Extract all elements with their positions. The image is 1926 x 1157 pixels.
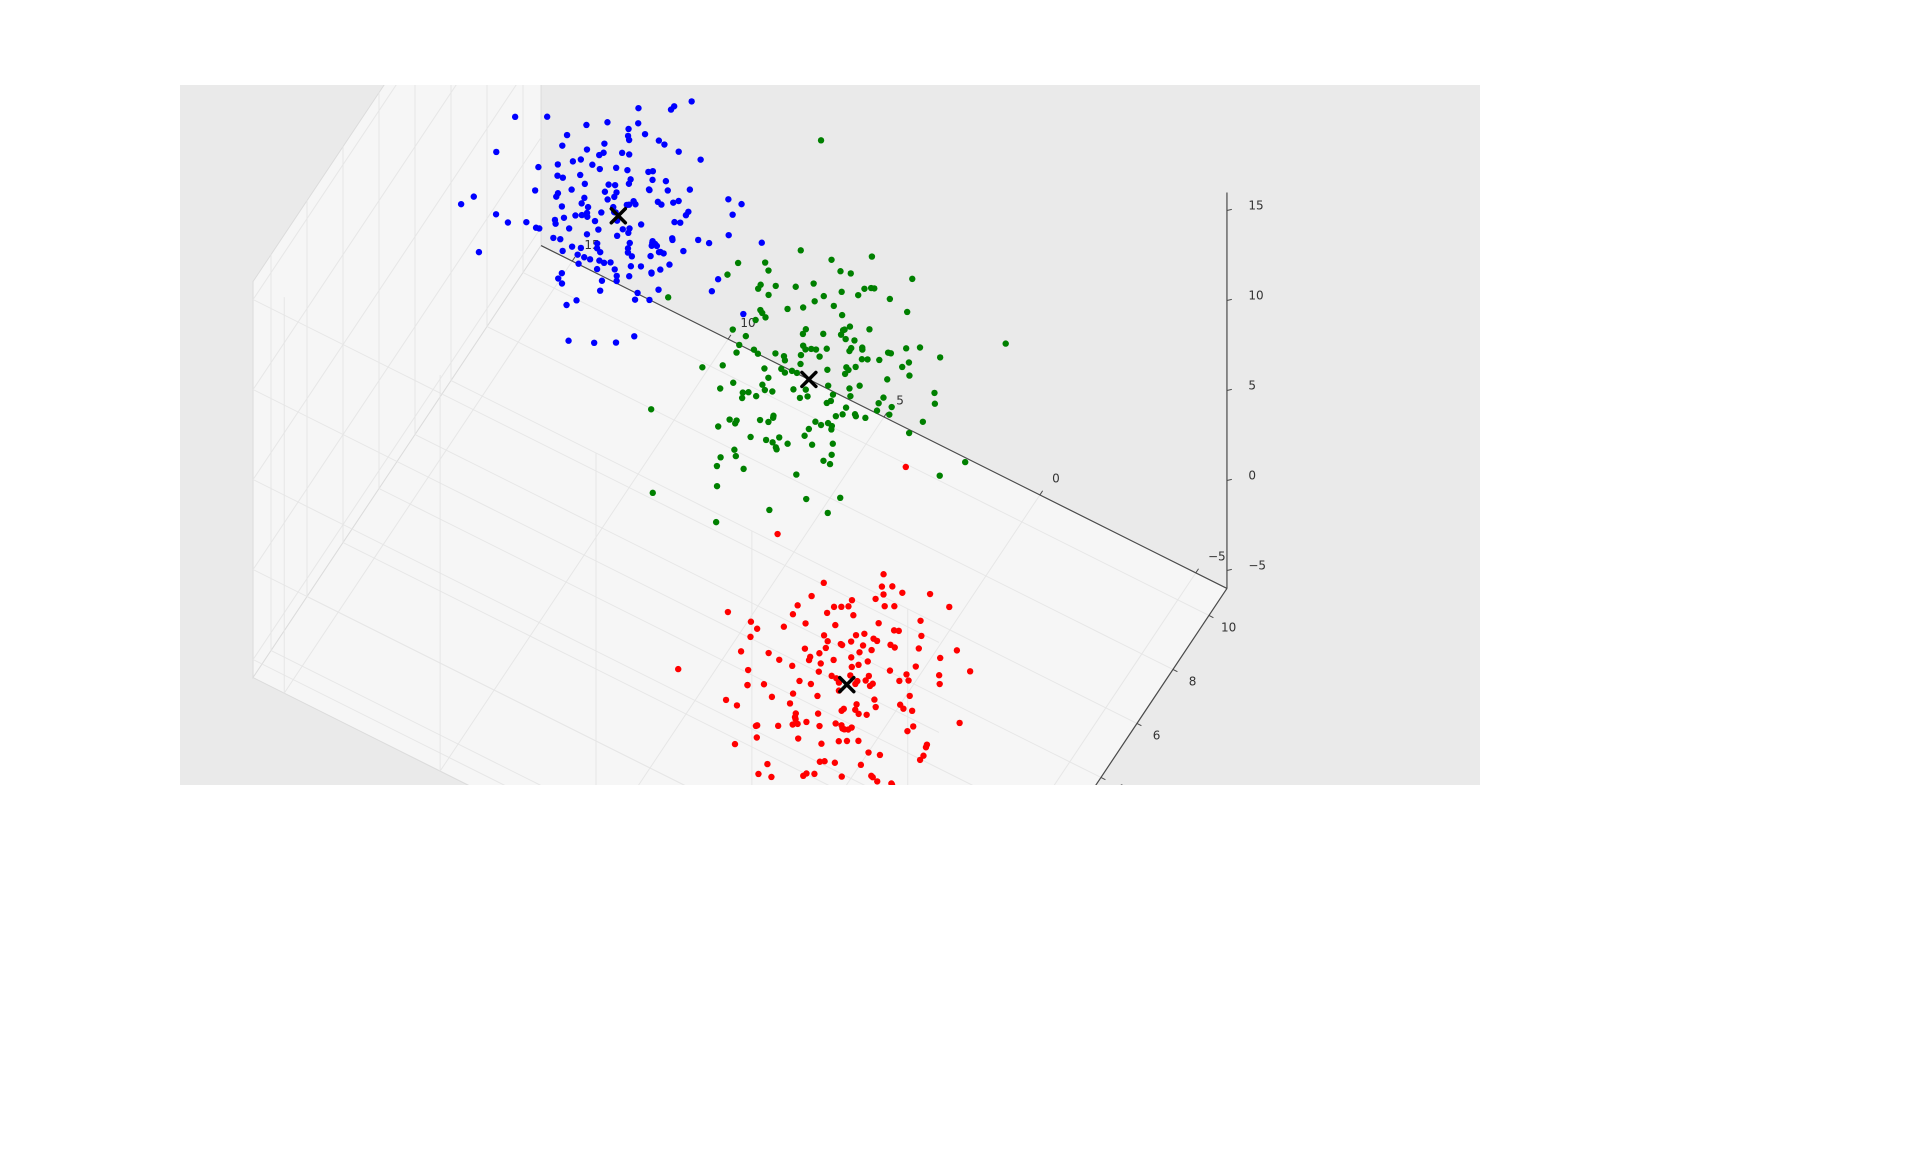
svg-text:10: 10 xyxy=(1221,620,1236,634)
svg-text:5: 5 xyxy=(1248,379,1256,393)
svg-text:0: 0 xyxy=(1052,472,1060,486)
svg-text:8: 8 xyxy=(1189,674,1197,688)
svg-text:4: 4 xyxy=(1117,782,1125,785)
svg-text:15: 15 xyxy=(1248,199,1263,213)
svg-text:−5: −5 xyxy=(1248,559,1266,573)
svg-text:10: 10 xyxy=(1248,289,1263,303)
svg-text:−5: −5 xyxy=(1208,550,1226,564)
figure-bg: −4−20246810−5051015−5051015 xyxy=(180,85,1480,785)
svg-text:6: 6 xyxy=(1153,728,1161,742)
svg-text:0: 0 xyxy=(1248,469,1256,483)
page: −4−20246810−5051015−5051015 xyxy=(0,0,1926,1157)
svg-text:5: 5 xyxy=(896,394,904,408)
scatter3d-plot: −4−20246810−5051015−5051015 xyxy=(180,85,1480,785)
